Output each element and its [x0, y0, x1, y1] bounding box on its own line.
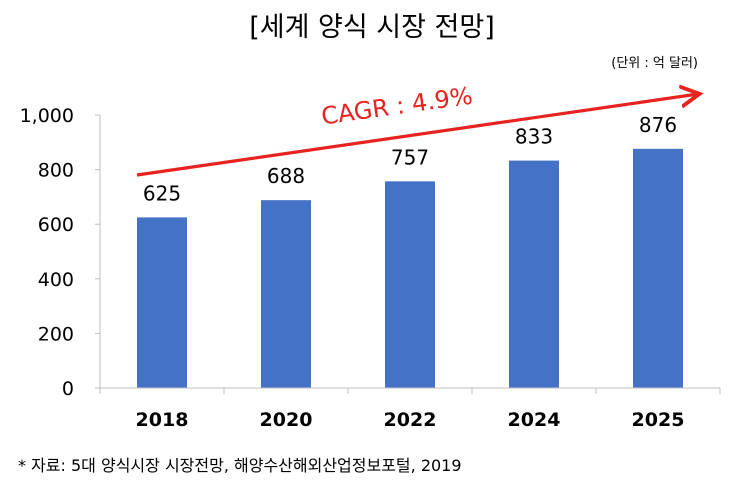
cagr-annotation: CAGR : 4.9%: [320, 82, 475, 131]
y-tick-label: 600: [38, 214, 74, 236]
bar-2025: [633, 148, 683, 388]
unit-note: (단위 : 억 달러): [611, 56, 698, 71]
data-label-2022: 757: [391, 145, 429, 169]
data-label-2025: 876: [639, 113, 677, 137]
bar-2018: [137, 217, 187, 388]
x-tick-label-2018: 2018: [136, 409, 189, 431]
x-axis: 2018 2020 2022 2024 2025: [99, 387, 721, 431]
data-labels: 625 688 757 833 876: [143, 113, 677, 206]
x-tick-label-2022: 2022: [384, 409, 437, 431]
data-label-2020: 688: [267, 164, 305, 188]
bar-2024: [509, 160, 559, 388]
chart-title: [세계 양식 시장 전망]: [249, 12, 495, 43]
bar-2020: [261, 200, 311, 388]
y-axis: 0 200 400 600 800 1,000: [20, 105, 101, 400]
data-label-2018: 625: [143, 181, 181, 205]
y-tick-label: 800: [38, 160, 74, 182]
cagr-trend-arrow: [136, 94, 698, 177]
source-note: * 자료: 5대 양식시장 시장전망, 해양수산해외산업정보포털, 2019: [18, 456, 462, 475]
bar-2022: [385, 181, 435, 388]
data-label-2024: 833: [515, 125, 553, 149]
y-tick-label: 1,000: [20, 105, 74, 127]
y-tick-label: 200: [38, 323, 74, 345]
x-tick-label-2024: 2024: [508, 409, 561, 431]
bar-group: [137, 148, 683, 388]
y-tick-label: 0: [62, 378, 74, 400]
x-tick-label-2025: 2025: [632, 409, 685, 431]
x-tick-label-2020: 2020: [260, 409, 313, 431]
y-tick-label: 400: [38, 269, 74, 291]
